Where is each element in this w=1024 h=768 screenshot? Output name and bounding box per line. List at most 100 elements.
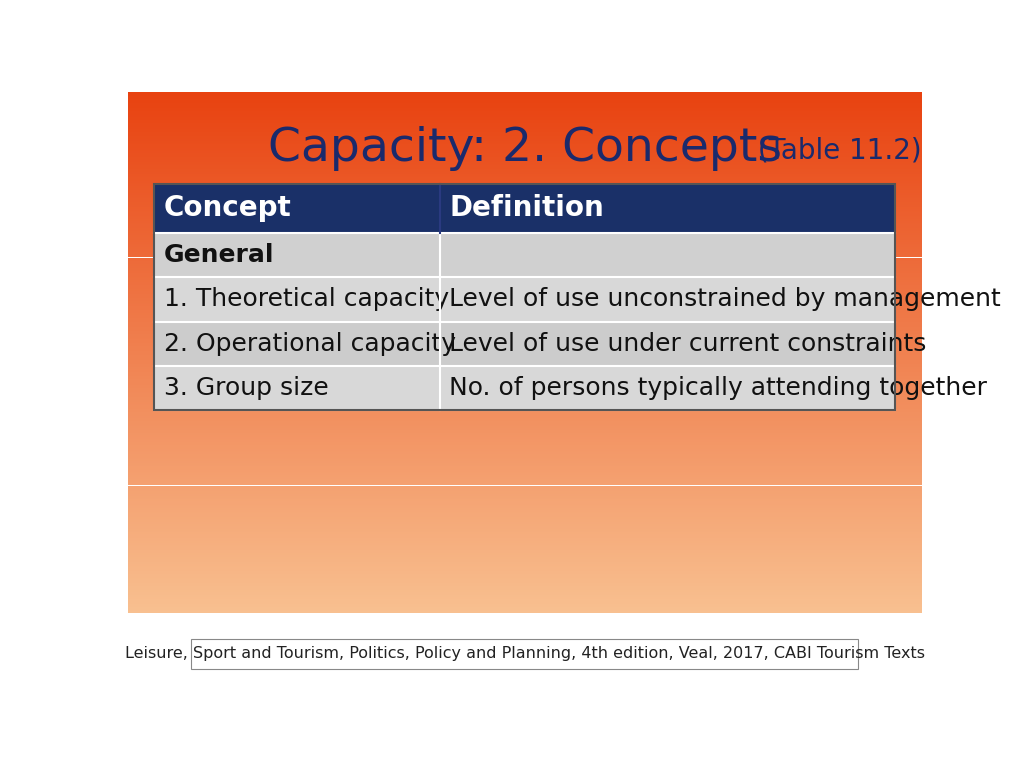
Bar	[128, 489, 922, 491]
Bar	[128, 496, 922, 498]
Bar	[128, 326, 922, 327]
Bar	[128, 260, 922, 261]
Bar	[128, 348, 922, 349]
Bar	[128, 520, 922, 522]
Bar	[128, 372, 922, 374]
Bar	[128, 428, 922, 430]
Bar	[128, 141, 922, 143]
Bar	[128, 162, 922, 164]
Bar	[128, 129, 922, 131]
Bar	[128, 339, 922, 341]
Bar	[128, 118, 922, 120]
Bar	[128, 316, 922, 319]
Bar	[128, 104, 922, 106]
Bar	[128, 561, 922, 562]
Bar	[128, 470, 922, 472]
Bar	[128, 320, 922, 322]
Bar	[128, 230, 922, 231]
Bar	[128, 447, 922, 449]
Bar	[155, 184, 895, 233]
Text: Concept: Concept	[164, 194, 292, 223]
Bar	[128, 310, 922, 312]
Bar	[128, 564, 922, 565]
Bar	[128, 254, 922, 256]
Text: Level of use unconstrained by management: Level of use unconstrained by management	[450, 287, 1001, 312]
Bar	[128, 478, 922, 480]
Bar	[128, 439, 922, 440]
Bar	[128, 535, 922, 536]
Bar	[128, 376, 922, 378]
Bar	[128, 562, 922, 564]
Bar	[128, 117, 922, 118]
Bar	[128, 454, 922, 456]
Bar	[128, 367, 922, 369]
Bar	[128, 484, 922, 485]
Bar	[155, 366, 895, 410]
Bar	[128, 237, 922, 238]
Bar	[128, 538, 922, 539]
Bar	[128, 359, 922, 360]
Bar	[128, 114, 922, 117]
Bar	[128, 606, 922, 607]
Bar	[128, 558, 922, 561]
Bar	[128, 456, 922, 458]
Text: General: General	[164, 243, 274, 267]
Bar	[128, 283, 922, 286]
Bar	[128, 306, 922, 308]
Bar	[128, 131, 922, 132]
Bar	[128, 319, 922, 320]
Bar	[128, 529, 922, 531]
Bar	[128, 235, 922, 237]
Bar	[128, 543, 922, 545]
Bar	[128, 531, 922, 532]
Bar	[128, 555, 922, 557]
Bar	[128, 352, 922, 353]
Bar	[128, 280, 922, 282]
Bar	[128, 362, 922, 364]
Bar	[128, 164, 922, 165]
Bar	[128, 273, 922, 275]
Bar	[128, 492, 922, 494]
Bar	[128, 245, 922, 247]
Bar	[128, 421, 922, 423]
Bar	[128, 275, 922, 276]
Bar	[128, 502, 922, 503]
Bar	[128, 395, 922, 397]
Bar	[128, 179, 922, 181]
Bar	[128, 461, 922, 463]
Bar	[128, 176, 922, 177]
Bar	[128, 571, 922, 572]
Bar	[128, 188, 922, 190]
Bar	[128, 388, 922, 390]
Bar	[128, 165, 922, 167]
Bar	[128, 508, 922, 510]
Bar	[128, 539, 922, 541]
Bar	[128, 169, 922, 170]
Bar	[128, 524, 922, 525]
Bar	[128, 132, 922, 134]
Bar	[128, 506, 922, 508]
Bar	[128, 297, 922, 300]
Bar	[128, 304, 922, 306]
Text: No. of persons typically attending together: No. of persons typically attending toget…	[450, 376, 987, 400]
Bar	[128, 209, 922, 210]
Bar	[128, 414, 922, 416]
Bar	[128, 286, 922, 287]
Bar	[128, 613, 922, 684]
Bar	[128, 583, 922, 584]
Bar	[128, 465, 922, 466]
Text: Capacity: 2. Concepts: Capacity: 2. Concepts	[268, 126, 781, 170]
Bar	[128, 437, 922, 439]
Bar	[128, 308, 922, 310]
Text: Level of use under current constraints: Level of use under current constraints	[450, 332, 927, 356]
Bar	[128, 151, 922, 153]
Bar	[128, 122, 922, 124]
Bar	[128, 231, 922, 233]
Text: Definition: Definition	[450, 194, 604, 223]
Bar	[128, 356, 922, 359]
Text: 3. Group size: 3. Group size	[164, 376, 329, 400]
Bar	[128, 379, 922, 381]
Bar	[128, 207, 922, 209]
Bar	[128, 144, 922, 146]
Text: 1. Theoretical capacity: 1. Theoretical capacity	[164, 287, 449, 312]
